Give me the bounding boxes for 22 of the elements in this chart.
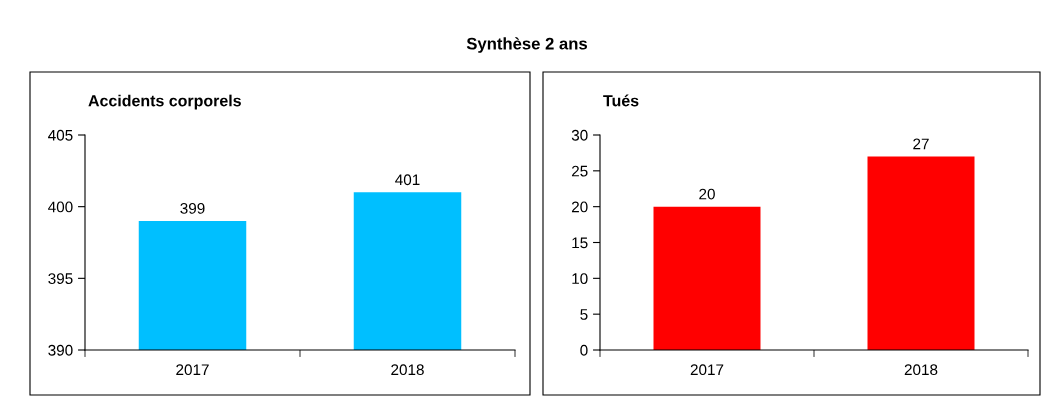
x-tick-label: 2017	[176, 364, 209, 376]
y-tick-label: 5	[580, 309, 588, 320]
data-label: 20	[699, 188, 715, 200]
chart-title: Tués	[603, 94, 639, 107]
y-tick-label: 395	[48, 273, 73, 285]
data-label: 399	[180, 202, 205, 214]
y-tick-label: 0	[580, 344, 588, 356]
chart-title: Accidents corporels	[88, 94, 241, 110]
y-tick-label: 10	[572, 273, 588, 285]
x-tick-label: 2017	[690, 364, 724, 376]
x-tick-label: 2018	[391, 364, 424, 376]
x-tick-label: 2018	[904, 364, 938, 376]
y-tick-label: 20	[571, 201, 588, 213]
y-tick-label: 25	[571, 165, 588, 177]
data-label: 401	[395, 174, 420, 186]
data-label: 27	[913, 138, 929, 150]
text: Synthèse 2 ans	[466, 37, 587, 53]
y-tick-label: 400	[48, 201, 73, 213]
y-tick-label: 30	[571, 129, 588, 141]
y-tick-label: 405	[48, 129, 73, 141]
y-tick-label: 15	[572, 237, 588, 249]
y-tick-label: 390	[48, 344, 73, 356]
